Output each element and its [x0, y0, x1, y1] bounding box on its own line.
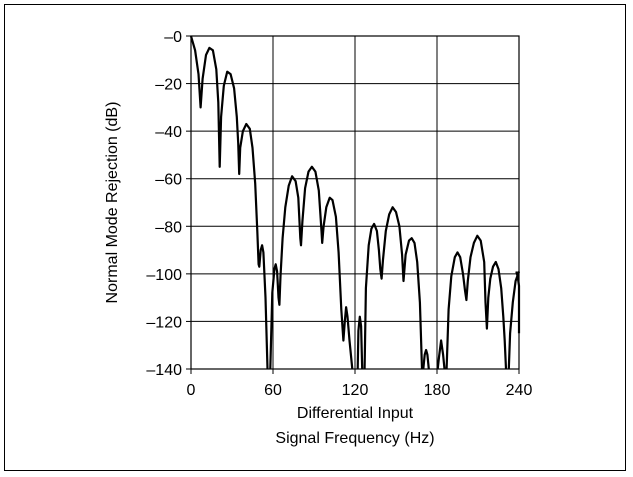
- curve-segment: [363, 206, 424, 370]
- rejection-curve: [189, 35, 521, 370]
- x-tick-label: 120: [342, 382, 369, 399]
- curve-segment: [436, 339, 446, 370]
- y-tick-label: –40: [155, 124, 182, 141]
- axis-ticks: 0 60 120 180 240 –0 –20 –40 –60 –80 –100 –120 –140: [146, 29, 532, 399]
- chart-frame: 0 60 120 180 240 –0 –20 –40 –60 –80 –100 –120 –140 N…: [4, 4, 626, 471]
- curve-segment: [269, 165, 354, 370]
- y-axis-label: Normal Mode Rejection (dB): [104, 102, 121, 304]
- x-tick-label: 60: [264, 382, 282, 399]
- y-tick-label: –100: [146, 267, 182, 284]
- x-tick-label: 180: [424, 382, 451, 399]
- grid: [191, 36, 519, 369]
- y-tick-label: –60: [155, 172, 182, 189]
- x-axis-label-line1: Differential Input: [297, 405, 414, 422]
- x-axis-label-line2: Signal Frequency (Hz): [275, 430, 434, 447]
- y-tick-label: –0: [164, 29, 182, 46]
- curve-segment: [445, 234, 508, 370]
- curve-segment: [356, 315, 364, 370]
- curve-segment: [189, 35, 269, 370]
- curve-segment: [422, 348, 430, 370]
- y-tick-label: –80: [155, 219, 182, 236]
- y-tick-label: –120: [146, 314, 182, 331]
- x-tick-label: 240: [506, 382, 533, 399]
- x-tick-label: 0: [187, 382, 196, 399]
- y-tick-label: –20: [155, 77, 182, 94]
- y-tick-label: –140: [146, 362, 182, 379]
- chart-svg: 0 60 120 180 240 –0 –20 –40 –60 –80 –100 –120 –140 N…: [104, 29, 532, 447]
- curve-segment: [507, 271, 521, 370]
